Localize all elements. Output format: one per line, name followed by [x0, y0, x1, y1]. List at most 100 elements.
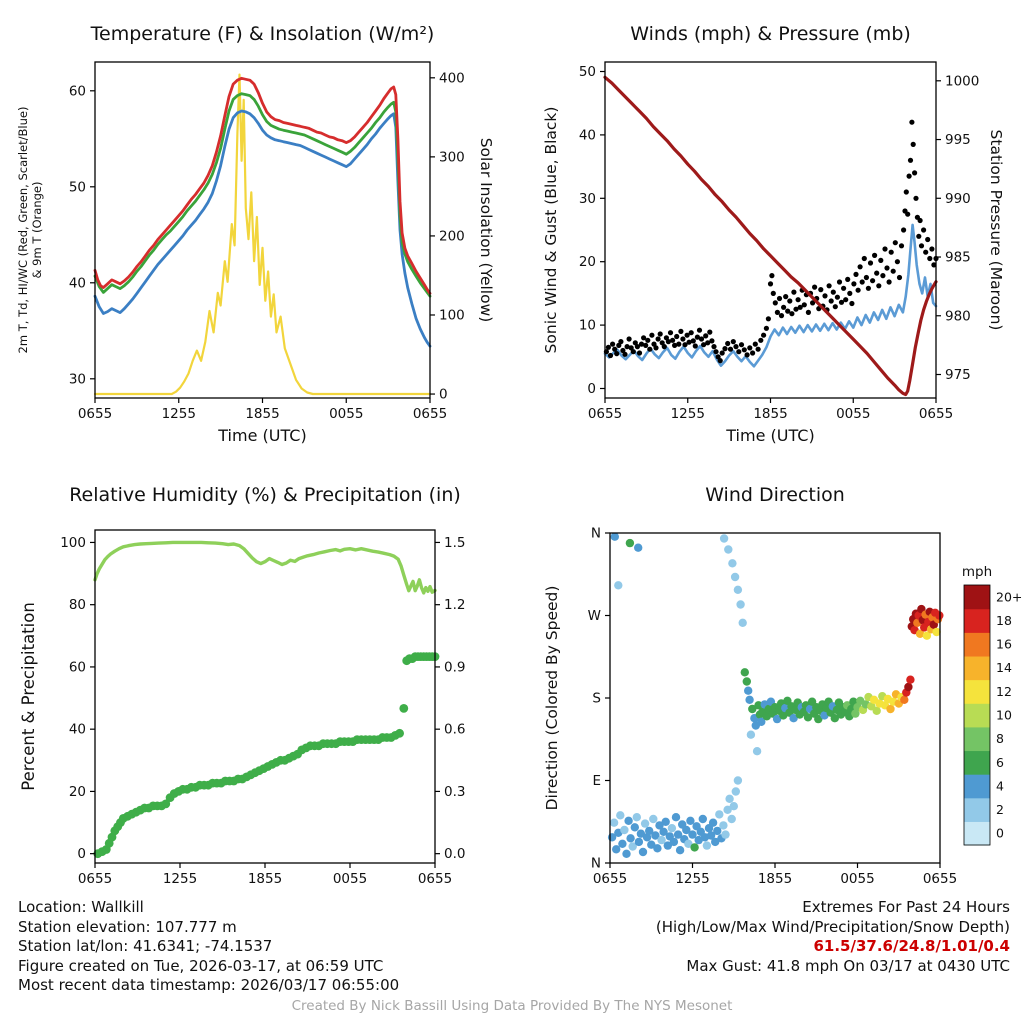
svg-text:Sonic Wind & Gust (Blue, Black: Sonic Wind & Gust (Blue, Black) — [542, 107, 560, 354]
svg-text:1855: 1855 — [753, 406, 787, 422]
svg-text:1855: 1855 — [245, 406, 279, 422]
svg-text:0655: 0655 — [78, 871, 112, 887]
svg-text:985: 985 — [945, 250, 971, 266]
svg-text:1255: 1255 — [675, 871, 709, 887]
svg-text:Wind Direction: Wind Direction — [705, 484, 845, 506]
station-info-block: Location: Wallkill Station elevation: 10… — [18, 898, 399, 996]
svg-text:Time (UTC): Time (UTC) — [217, 426, 306, 445]
svg-text:40: 40 — [69, 275, 86, 291]
svg-text:10: 10 — [996, 708, 1012, 723]
svg-text:30: 30 — [579, 191, 596, 207]
extremes-values: 61.5/37.6/24.8/1.01/0.4 — [813, 937, 1010, 955]
extremes-block: Extremes For Past 24 Hours (High/Low/Max… — [656, 898, 1010, 976]
max-gust: Max Gust: 41.8 mph On 03/17 at 0430 UTC — [686, 956, 1010, 975]
svg-text:Direction (Colored By Speed): Direction (Colored By Speed) — [543, 586, 561, 811]
svg-text:20+: 20+ — [996, 589, 1022, 604]
svg-text:0.9: 0.9 — [444, 659, 465, 675]
svg-text:Station Pressure (Maroon): Station Pressure (Maroon) — [987, 130, 1005, 331]
figure-created: Figure created on Tue, 2026-03-17, at 06… — [18, 956, 384, 975]
svg-text:4: 4 — [996, 778, 1004, 793]
svg-text:Winds (mph) & Pressure (mb): Winds (mph) & Pressure (mb) — [630, 23, 911, 45]
svg-text:Relative Humidity (%) & Precip: Relative Humidity (%) & Precipitation (i… — [69, 484, 461, 506]
svg-text:0655: 0655 — [919, 406, 953, 422]
svg-text:0655: 0655 — [78, 406, 112, 422]
svg-text:0.3: 0.3 — [444, 784, 465, 800]
extremes-subtitle: (High/Low/Max Wind/Precipitation/Snow De… — [655, 917, 1010, 936]
extremes-title: Extremes For Past 24 Hours — [802, 898, 1010, 916]
svg-text:& 9m T (Orange): & 9m T (Orange) — [30, 182, 44, 279]
svg-text:0: 0 — [587, 381, 596, 397]
svg-text:1255: 1255 — [163, 871, 197, 887]
svg-text:Time (UTC): Time (UTC) — [725, 426, 814, 445]
svg-text:18: 18 — [996, 613, 1012, 628]
svg-text:0655: 0655 — [413, 406, 447, 422]
svg-text:0055: 0055 — [333, 871, 367, 887]
svg-text:Temperature (F) & Insolation (: Temperature (F) & Insolation (W/m²) — [90, 23, 435, 45]
svg-text:60: 60 — [69, 83, 86, 99]
svg-text:0: 0 — [77, 846, 86, 862]
svg-text:1000: 1000 — [945, 73, 979, 89]
svg-text:0655: 0655 — [593, 871, 627, 887]
svg-text:1255: 1255 — [162, 406, 196, 422]
station-elevation: Station elevation: 107.777 m — [18, 917, 237, 936]
svg-text:16: 16 — [996, 637, 1012, 652]
svg-text:mph: mph — [962, 564, 992, 580]
svg-text:300: 300 — [439, 149, 465, 165]
svg-text:80: 80 — [69, 597, 86, 613]
svg-text:8: 8 — [996, 731, 1004, 746]
svg-text:200: 200 — [439, 228, 465, 244]
svg-text:6: 6 — [996, 755, 1004, 770]
winds-pressure-chart: Winds (mph) & Pressure (mb) 0655 1255 1855 0… — [542, 23, 1005, 445]
svg-text:20: 20 — [579, 254, 596, 270]
svg-text:100: 100 — [439, 307, 465, 323]
svg-text:40: 40 — [69, 722, 86, 738]
svg-text:0655: 0655 — [418, 871, 452, 887]
svg-text:975: 975 — [945, 367, 971, 383]
svg-text:30: 30 — [69, 371, 86, 387]
svg-text:20: 20 — [69, 784, 86, 800]
svg-text:N: N — [591, 526, 601, 542]
svg-text:0.6: 0.6 — [444, 722, 465, 738]
svg-text:1855: 1855 — [248, 871, 282, 887]
svg-text:0055: 0055 — [836, 406, 870, 422]
svg-text:1855: 1855 — [758, 871, 792, 887]
svg-text:10: 10 — [579, 318, 596, 334]
svg-text:Solar Insolation (Yellow): Solar Insolation (Yellow) — [477, 138, 495, 323]
svg-text:1.2: 1.2 — [444, 597, 465, 613]
svg-text:0655: 0655 — [588, 406, 622, 422]
data-timestamp: Most recent data timestamp: 2026/03/17 0… — [18, 976, 400, 994]
svg-text:2m T, Td, HI/WC (Red, Green, S: 2m T, Td, HI/WC (Red, Green, Scarlet/Blu… — [16, 107, 30, 354]
svg-text:0655: 0655 — [923, 871, 957, 887]
svg-text:100: 100 — [60, 535, 86, 551]
svg-text:1255: 1255 — [671, 406, 705, 422]
svg-text:14: 14 — [996, 660, 1012, 675]
svg-text:400: 400 — [439, 70, 465, 86]
svg-text:0055: 0055 — [329, 406, 363, 422]
svg-text:0: 0 — [996, 826, 1004, 841]
svg-text:2: 2 — [996, 802, 1004, 817]
svg-text:E: E — [592, 773, 601, 789]
svg-text:60: 60 — [69, 659, 86, 675]
svg-text:40: 40 — [579, 127, 596, 143]
svg-text:995: 995 — [945, 132, 971, 148]
svg-text:980: 980 — [945, 308, 971, 324]
svg-text:W: W — [588, 608, 601, 624]
svg-text:0.0: 0.0 — [444, 846, 465, 862]
svg-text:12: 12 — [996, 684, 1012, 699]
temperature-insolation-chart: Temperature (F) & Insolation (W/m²) 0655 1… — [16, 23, 495, 445]
svg-text:0055: 0055 — [840, 871, 874, 887]
svg-text:50: 50 — [579, 64, 596, 80]
svg-text:S: S — [592, 691, 601, 707]
svg-text:50: 50 — [69, 179, 86, 195]
credit-line: Created By Nick Bassill Using Data Provi… — [291, 998, 733, 1014]
svg-text:990: 990 — [945, 191, 971, 207]
svg-text:1.5: 1.5 — [444, 535, 465, 551]
svg-text:N: N — [591, 856, 601, 872]
svg-text:Percent & Precipitation: Percent & Precipitation — [19, 602, 38, 791]
station-latlon: Station lat/lon: 41.6341; -74.1537 — [18, 937, 273, 955]
humidity-precip-chart: Relative Humidity (%) & Precipitation (i… — [19, 484, 465, 887]
station-location: Location: Wallkill — [18, 898, 144, 916]
svg-text:0: 0 — [439, 387, 448, 403]
